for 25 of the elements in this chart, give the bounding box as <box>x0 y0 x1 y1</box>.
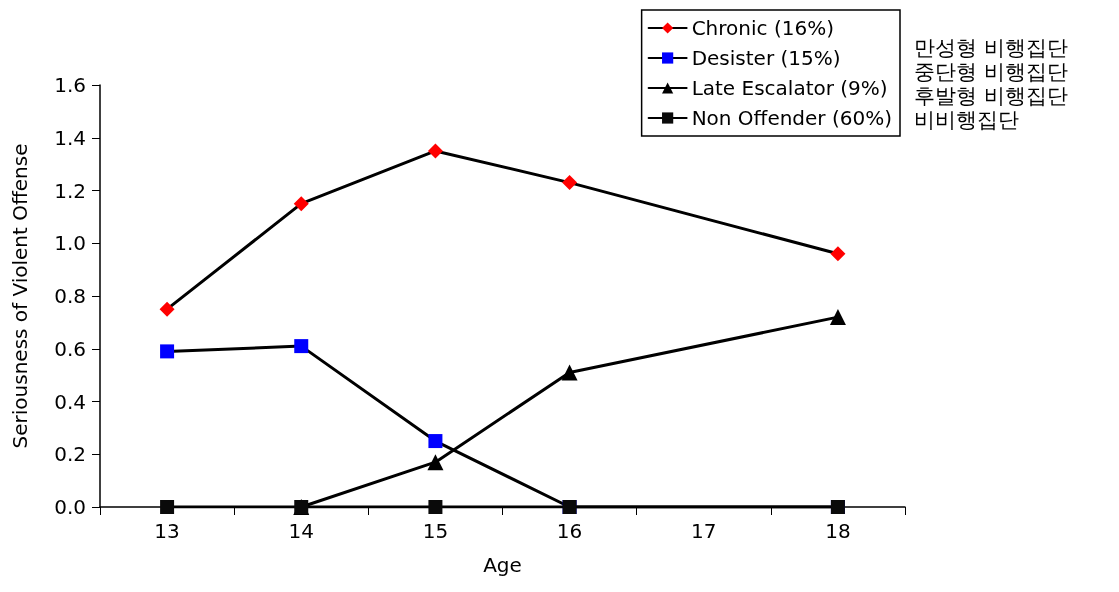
legend-label: Late Escalator (9%) <box>691 76 888 100</box>
text: 만성형 비행집단 <box>914 36 1068 60</box>
y-axis-title: Seriousness of Violent Offense <box>8 143 32 449</box>
y-tick-label: 1.4 <box>54 125 86 150</box>
legend-label: Desister (15%) <box>691 46 841 70</box>
y-tick-label: 1.0 <box>54 231 86 256</box>
x-tick-label: 13 <box>154 519 180 543</box>
y-tick-label: 1.2 <box>54 178 86 203</box>
text: 중단형 비행집단 <box>914 60 1068 84</box>
y-tick-label: 0.6 <box>54 336 86 361</box>
y-tick-label: 0.0 <box>54 495 86 519</box>
legend-label: Chronic (16%) <box>691 16 834 40</box>
y-tick-label: 1.6 <box>54 73 86 97</box>
x-tick-label: 14 <box>288 519 314 543</box>
text: 비비행집단 <box>914 108 1020 132</box>
x-axis-title: Age <box>483 553 522 577</box>
x-tick-label: 18 <box>825 519 851 543</box>
y-tick-label: 0.4 <box>54 389 86 414</box>
x-tick-label: 15 <box>422 519 449 543</box>
text: 후발형 비행집단 <box>914 84 1068 108</box>
y-tick-label: 0.2 <box>54 442 86 467</box>
x-tick-label: 17 <box>691 519 717 543</box>
y-tick-label: 0.8 <box>54 284 86 308</box>
x-tick-label: 16 <box>556 519 583 543</box>
legend-label: Non Offender (60%) <box>691 106 892 130</box>
